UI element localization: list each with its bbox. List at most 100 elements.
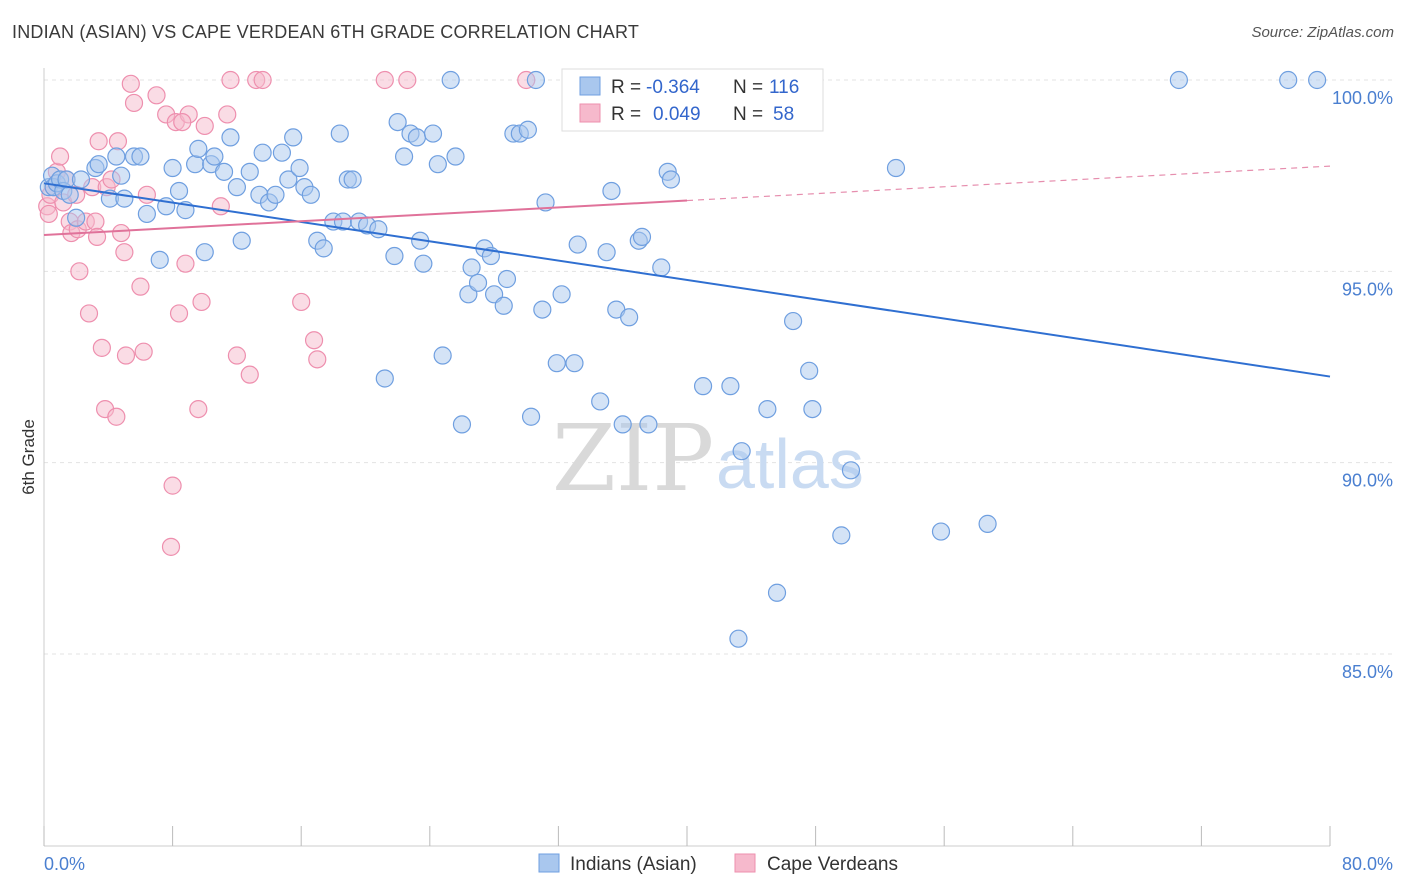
point-cape-verdean-14 <box>79 304 99 323</box>
point-indian-47 <box>330 124 349 143</box>
point-indian-69 <box>462 258 481 277</box>
point-cape-verdean-24 <box>108 132 128 151</box>
point-indian-33 <box>240 162 259 181</box>
point-indian-61 <box>414 254 433 273</box>
point-indian-26 <box>195 243 214 262</box>
point-indian-105 <box>783 311 803 331</box>
point-cape-verdean-47 <box>240 365 259 384</box>
point-cape-verdean-30 <box>131 277 150 296</box>
legend-n-value-2: 58 <box>773 104 794 125</box>
point-cape-verdean-26 <box>115 243 134 262</box>
series-legend-label-cape-verdeans: Cape Verdeans <box>767 854 898 875</box>
point-indian-40 <box>284 128 303 147</box>
watermark: ZIP atlas <box>552 405 864 512</box>
watermark-zip: ZIP <box>552 405 714 512</box>
point-cape-verdean-32 <box>137 185 156 204</box>
y-tick-labels: 85.0% 90.0% 95.0% 100.0% <box>1332 88 1393 682</box>
point-indian-70 <box>468 273 488 292</box>
point-indian-14 <box>112 166 131 185</box>
point-indian-95 <box>639 415 658 434</box>
point-indian-74 <box>494 296 513 315</box>
point-indian-112 <box>978 514 997 533</box>
chart-source: Source: ZipAtlas.com <box>1251 24 1394 41</box>
legend-r-value-2: 0.049 <box>653 104 701 125</box>
point-cape-verdean-28 <box>121 74 140 93</box>
point-cape-verdean-51 <box>304 331 324 350</box>
chart-title: INDIAN (ASIAN) VS CAPE VERDEAN 6TH GRADE… <box>12 22 640 42</box>
point-indian-115 <box>1308 70 1327 90</box>
legend-n-label-2: N = <box>733 104 763 125</box>
point-cape-verdean-42 <box>195 116 214 136</box>
legend-swatch-blue <box>579 76 601 96</box>
legend-box <box>561 68 824 132</box>
legend-swatch-pink <box>579 103 601 123</box>
point-indian-75 <box>497 269 517 289</box>
point-indian-45 <box>314 239 333 258</box>
point-indian-82 <box>536 193 555 212</box>
point-cape-verdean-57 <box>173 112 192 132</box>
trend-lines <box>43 165 1331 378</box>
point-cape-verdean-40 <box>189 399 208 419</box>
trend-line-cape-verdeans-extension <box>686 165 1331 202</box>
point-indian-19 <box>150 250 169 269</box>
point-indian-89 <box>602 181 621 201</box>
point-indian-28 <box>205 147 224 166</box>
legend-r-value-1: -0.364 <box>646 77 700 98</box>
point-indian-59 <box>407 128 427 147</box>
point-indian-101 <box>729 629 748 648</box>
point-indian-79 <box>521 407 541 426</box>
point-indian-106 <box>800 361 819 380</box>
point-indian-31 <box>227 178 246 197</box>
point-indian-94 <box>632 227 652 246</box>
point-cape-verdean-53 <box>375 70 394 90</box>
point-indian-67 <box>452 415 472 434</box>
legend-r-label-2: R = <box>611 104 641 125</box>
point-cape-verdean-23 <box>107 407 126 426</box>
point-cape-verdean-27 <box>116 346 136 365</box>
point-indian-91 <box>613 415 632 434</box>
point-indian-39 <box>279 170 298 189</box>
point-cape-verdean-44 <box>218 105 237 124</box>
point-cape-verdean-25 <box>112 223 131 243</box>
point-indian-22 <box>169 181 189 201</box>
point-cape-verdean-50 <box>292 292 311 312</box>
x-tick-label-1: 80.0% <box>1342 854 1393 874</box>
point-indian-103 <box>758 399 777 419</box>
point-indian-99 <box>693 377 713 396</box>
point-indian-64 <box>433 346 452 365</box>
point-indian-62 <box>423 124 443 143</box>
point-indian-50 <box>343 170 362 189</box>
point-cape-verdean-41 <box>192 292 211 312</box>
point-indian-87 <box>591 392 610 411</box>
point-indian-96 <box>652 258 671 277</box>
point-indian-41 <box>290 158 309 178</box>
y-tick-label-1: 90.0% <box>1342 471 1393 491</box>
point-indian-85 <box>565 354 584 373</box>
point-indian-43 <box>301 185 320 204</box>
point-cape-verdean-37 <box>169 304 189 323</box>
point-cape-verdean-16 <box>86 212 105 231</box>
y-tick-label-0: 85.0% <box>1342 662 1393 682</box>
point-indian-13 <box>107 147 126 166</box>
series-legend-label-indians: Indians (Asian) <box>570 854 697 875</box>
point-indian-100 <box>721 377 740 396</box>
point-indian-37 <box>266 185 285 204</box>
point-cape-verdean-46 <box>227 346 246 365</box>
point-indian-32 <box>232 231 251 250</box>
point-cape-verdean-45 <box>221 70 240 90</box>
point-indian-108 <box>832 526 851 545</box>
point-indian-38 <box>272 143 292 162</box>
point-indian-104 <box>767 583 787 602</box>
point-cape-verdean-38 <box>176 254 195 273</box>
series-legend-swatch-pink <box>734 853 756 873</box>
watermark-atlas: atlas <box>716 425 864 503</box>
point-indian-65 <box>441 70 460 90</box>
point-indian-109 <box>841 461 861 480</box>
x-tick-label-0: 0.0% <box>44 854 85 874</box>
series-legend: Indians (Asian) Cape Verdeans <box>538 853 898 875</box>
point-cape-verdean-56 <box>161 537 181 556</box>
point-indian-102 <box>732 442 751 461</box>
series-cape-verdeans <box>38 70 536 556</box>
point-cape-verdean-31 <box>134 342 153 361</box>
